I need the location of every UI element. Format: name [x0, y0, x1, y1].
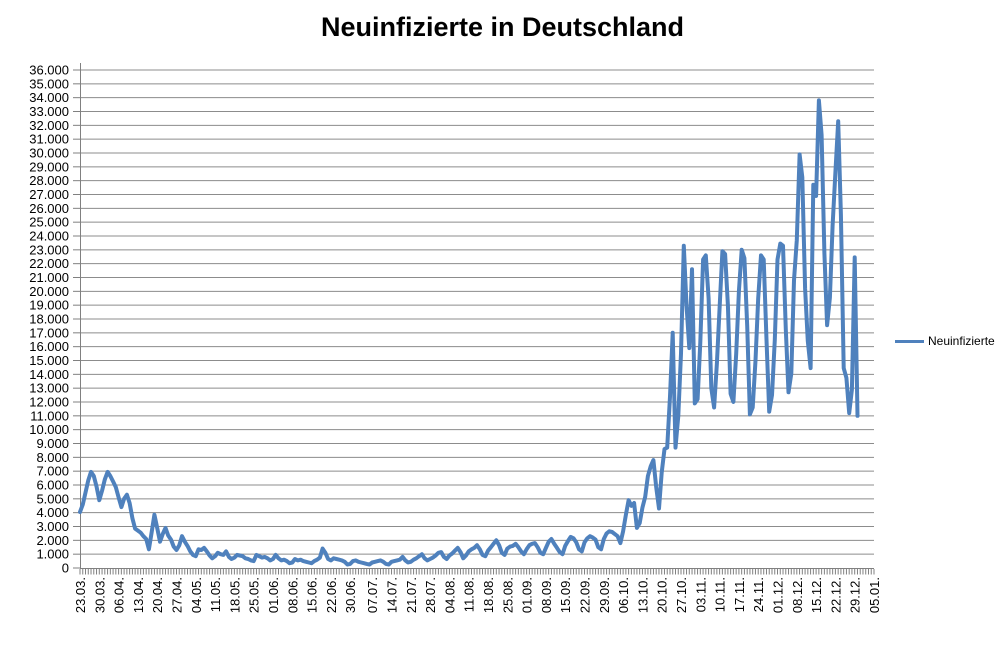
- y-tick-label: 34.000: [29, 90, 69, 105]
- x-tick-label: 30.06.: [343, 577, 358, 613]
- x-tick-label: 29.09.: [597, 577, 612, 613]
- x-tick-label: 23.03.: [73, 577, 88, 613]
- x-tick-label: 15.12.: [809, 577, 824, 613]
- y-tick-label: 14.000: [29, 367, 69, 382]
- x-tick-label: 15.09.: [558, 577, 573, 613]
- x-tick-label: 08.06.: [285, 577, 300, 613]
- x-tick-label: 13.04.: [131, 577, 146, 613]
- x-tick-label: 15.06.: [305, 577, 320, 613]
- x-tick-label: 27.04.: [169, 577, 184, 613]
- x-tick-label: 24.11.: [751, 577, 766, 612]
- x-minor-ticks: [79, 569, 875, 575]
- legend: Neuinfizierte: [895, 334, 995, 348]
- y-tick-label: 25.000: [29, 215, 69, 230]
- x-tick-label: 10.11.: [713, 577, 728, 612]
- y-tick-label: 6.000: [36, 478, 69, 493]
- y-tick-label: 17.000: [29, 325, 69, 340]
- x-tick-label: 27.10.: [674, 577, 689, 613]
- x-tick-label: 04.08.: [442, 577, 457, 613]
- y-tick-label: 15.000: [29, 353, 69, 368]
- x-tick-label: 20.04.: [150, 577, 165, 613]
- x-tick-label: 13.10.: [635, 577, 650, 613]
- x-tick-label: 01.09.: [520, 577, 535, 613]
- x-tick-label: 20.10.: [655, 577, 670, 613]
- y-tick-label: 36.000: [29, 63, 69, 78]
- y-tick-label: 29.000: [29, 159, 69, 174]
- x-tick-label: 18.08.: [481, 577, 496, 613]
- y-tick-label: 11.000: [30, 408, 69, 423]
- y-tick-label: 10.000: [29, 422, 69, 437]
- x-tick-label: 08.09.: [539, 577, 554, 613]
- y-tick-label: 30.000: [29, 146, 69, 161]
- y-tick-label: 13.000: [29, 381, 69, 396]
- y-tick-label: 28.000: [29, 173, 69, 188]
- y-tick-label: 5.000: [36, 491, 69, 506]
- x-tick-label: 04.05.: [189, 577, 204, 613]
- x-tick-label: 22.12.: [828, 577, 843, 613]
- y-tick-label: 19.000: [29, 298, 69, 313]
- x-tick-label: 18.05.: [227, 577, 242, 613]
- x-tick-label: 22.06.: [324, 577, 339, 613]
- x-tick-label: 28.07.: [423, 577, 438, 613]
- legend-label: Neuinfizierte: [928, 334, 995, 348]
- x-tick-label: 30.03.: [92, 577, 107, 613]
- x-tick-label: 01.06.: [266, 577, 281, 613]
- y-tick-label: 22.000: [29, 256, 69, 271]
- y-tick-label: 3.000: [36, 519, 69, 534]
- y-tick-label: 20.000: [29, 284, 69, 299]
- x-tick-label: 06.04.: [112, 577, 127, 613]
- x-tick-label: 14.07.: [385, 577, 400, 613]
- y-tick-label: 21.000: [29, 270, 69, 285]
- y-tick-label: 18.000: [29, 312, 69, 327]
- y-tick-label: 1.000: [36, 547, 69, 562]
- x-tick-label: 07.07.: [365, 577, 380, 613]
- y-tick-label: 32.000: [29, 118, 69, 133]
- x-tick-label: 06.10.: [616, 577, 631, 613]
- x-tick-label: 11.05.: [208, 577, 223, 612]
- legend-line-sample: [895, 339, 924, 343]
- y-tick-label: 4.000: [36, 505, 69, 520]
- x-tick-label: 01.12.: [771, 577, 786, 613]
- y-tick-label: 24.000: [29, 229, 69, 244]
- y-tick-label: 9.000: [36, 436, 69, 451]
- x-tick-label: 03.11.: [693, 577, 708, 612]
- chart-title: Neuinfizierte in Deutschland: [320, 12, 685, 42]
- x-tick-label: 21.07.: [404, 577, 419, 613]
- y-tick-label: 12.000: [29, 395, 69, 410]
- y-tick-label: 35.000: [29, 76, 69, 91]
- x-tick-label: 08.12.: [790, 577, 805, 613]
- x-tick-label: 29.12.: [848, 577, 863, 613]
- chart-line-neuinfizierte: [78, 98, 860, 567]
- x-tick-label: 17.11.: [732, 577, 747, 612]
- x-tick-label: 25.08.: [500, 577, 515, 613]
- y-tick-label: 26.000: [29, 201, 69, 216]
- y-tick-label: 2.000: [36, 533, 69, 548]
- x-tick-label: 11.08.: [462, 577, 477, 612]
- y-tick-label: 33.000: [29, 104, 69, 119]
- x-tick-label: 22.09.: [578, 577, 593, 613]
- y-tick-label: 7.000: [36, 464, 69, 479]
- y-tick-label: 23.000: [29, 242, 69, 257]
- y-tick-label: 27.000: [29, 187, 69, 202]
- x-tick-label: 05.01.: [867, 577, 882, 613]
- y-tick-label: 0: [62, 561, 69, 576]
- x-tick-label: 25.05.: [247, 577, 262, 613]
- y-tick-label: 8.000: [36, 450, 69, 465]
- y-tick-label: 16.000: [29, 339, 69, 354]
- y-tick-label: 31.000: [29, 132, 69, 147]
